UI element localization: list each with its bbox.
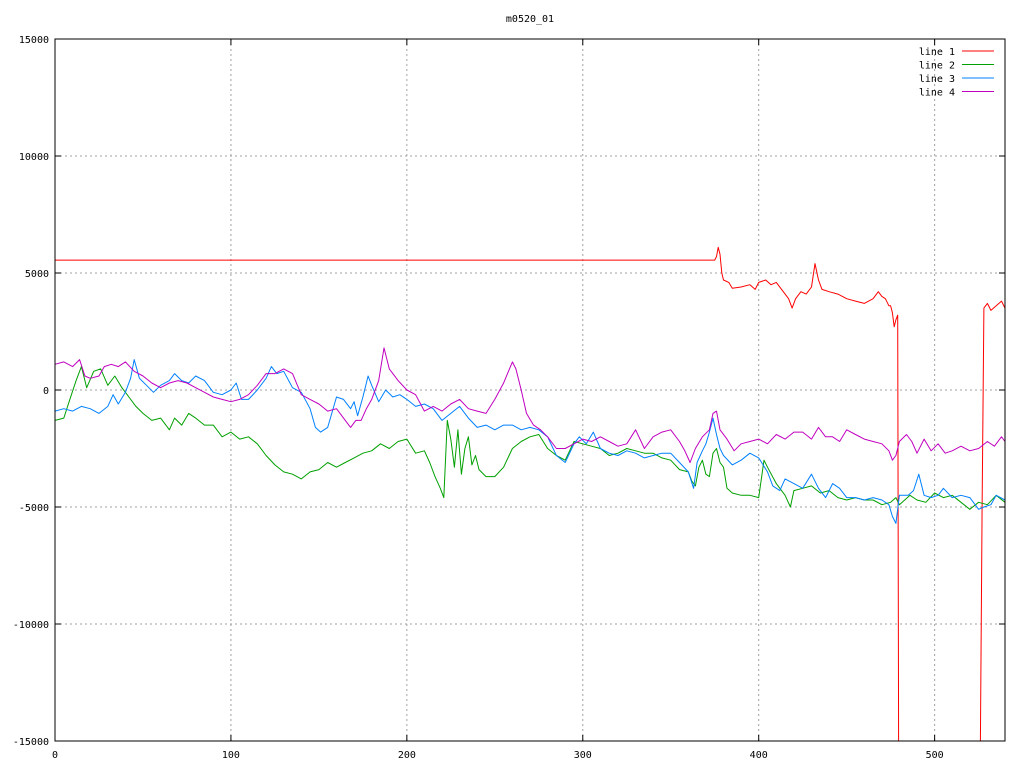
- series-line-3: [54, 359, 1006, 524]
- x-tick-label: 200: [398, 750, 416, 761]
- series-line-4: [54, 347, 1006, 463]
- legend-label: line 3: [919, 74, 955, 85]
- y-tick-label: 5000: [25, 269, 49, 280]
- y-tick-label: 15000: [19, 35, 49, 46]
- x-tick-label: 500: [926, 750, 944, 761]
- x-tick-label: 100: [222, 750, 240, 761]
- legend-label: line 4: [919, 88, 955, 99]
- series-line-1-tail: [979, 300, 1006, 742]
- y-tick-label: 0: [43, 386, 49, 397]
- x-tick-label: 400: [750, 750, 768, 761]
- y-tick-label: -10000: [13, 620, 49, 631]
- x-tick-label: 0: [52, 750, 58, 761]
- chart-title: m0520_01: [506, 14, 554, 25]
- y-tick-label: -5000: [19, 503, 49, 514]
- y-tick-label: -15000: [13, 737, 49, 748]
- y-tick-label: 10000: [19, 152, 49, 163]
- axes: -15000 -10000 -5000 0 5000 10000 15000 0 100 200 3…: [13, 35, 1005, 761]
- x-tick-label: 300: [574, 750, 592, 761]
- legend-label: line 1: [919, 47, 955, 58]
- series-group: [54, 246, 1006, 742]
- grid: [55, 39, 1005, 741]
- series-line-1: [55, 246, 900, 742]
- legend-label: line 2: [919, 61, 955, 72]
- legend: line 1 line 2 line 3 line 4: [919, 47, 994, 99]
- series-line-2: [54, 366, 1006, 510]
